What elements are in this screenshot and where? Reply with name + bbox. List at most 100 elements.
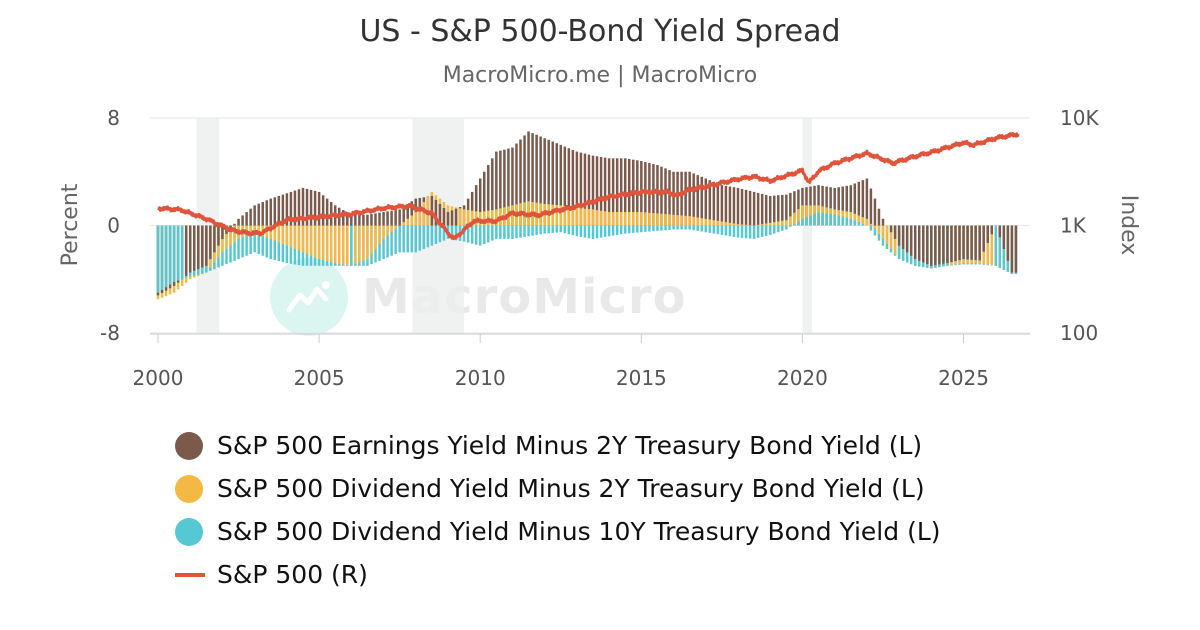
bar-0	[708, 180, 712, 226]
legend-item-earnings-2y[interactable]: S&P 500 Earnings Yield Minus 2Y Treasury…	[175, 424, 941, 467]
bar-2	[491, 225, 494, 241]
bar-0	[563, 146, 567, 226]
bar-1	[764, 223, 768, 226]
bar-2	[777, 225, 780, 233]
bar-0	[184, 225, 188, 276]
bar-0	[217, 225, 220, 246]
bar-1	[309, 225, 313, 256]
bar-1	[277, 225, 281, 243]
bar-2	[511, 225, 514, 239]
bar-2	[422, 225, 426, 250]
bar-0	[241, 215, 244, 226]
bar-0	[652, 164, 655, 226]
bar-0	[575, 151, 579, 226]
bar-2	[478, 225, 482, 246]
bar-0	[692, 173, 695, 226]
bar-0	[358, 214, 361, 226]
bar-2	[551, 225, 554, 233]
bar-0	[313, 190, 317, 226]
bar-2	[350, 225, 353, 266]
bar-1	[603, 211, 607, 226]
bar-0	[591, 155, 595, 226]
bar-1	[680, 215, 683, 226]
bar-0	[946, 225, 949, 264]
bar-1	[269, 225, 273, 239]
bar-1	[325, 225, 329, 262]
bar-2	[579, 225, 583, 237]
bar-0	[942, 225, 945, 264]
bar-0	[394, 210, 397, 226]
bar-1	[281, 225, 285, 244]
bar-2	[837, 215, 840, 226]
bar-0	[740, 188, 744, 226]
bar-1	[418, 207, 422, 226]
y-right-tick-label: 1K	[1060, 214, 1087, 238]
bar-0	[555, 143, 558, 226]
bar-2	[994, 225, 998, 266]
x-tick-label: 2010	[455, 366, 506, 390]
legend-item-dividend-2y[interactable]: S&P 500 Dividend Yield Minus 2Y Treasury…	[175, 467, 941, 510]
bar-1	[632, 212, 635, 226]
legend-item-sp500[interactable]: S&P 500 (R)	[175, 553, 941, 596]
bar-2	[241, 225, 244, 258]
bar-2	[535, 225, 538, 235]
bar-1	[607, 212, 611, 226]
y-right-tick-label: 100	[1060, 321, 1098, 345]
bar-1	[793, 212, 796, 226]
bar-1	[986, 225, 989, 265]
bar-2	[648, 225, 651, 232]
bar-0	[756, 192, 760, 226]
bar-2	[253, 225, 256, 253]
bar-2	[607, 225, 611, 237]
bar-0	[325, 198, 329, 226]
bar-0	[889, 225, 893, 233]
bar-0	[402, 206, 405, 226]
chart-subtitle: MacroMicro.me | MacroMicro	[442, 63, 758, 88]
bar-1	[354, 225, 357, 265]
bar-1	[483, 211, 486, 226]
bar-1	[410, 215, 413, 226]
bar-0	[503, 149, 506, 226]
bar-2	[156, 225, 160, 293]
bar-0	[273, 197, 277, 226]
bar-0	[922, 225, 925, 263]
bar-2	[406, 225, 409, 253]
bar-1	[587, 209, 591, 226]
bar-2	[277, 225, 281, 262]
bar-0	[350, 214, 353, 226]
bar-0	[289, 191, 293, 226]
bar-0	[833, 187, 836, 226]
bar-2	[636, 225, 639, 233]
bar-1	[257, 225, 260, 234]
bar-1	[708, 219, 712, 226]
bar-2	[998, 225, 1002, 268]
bar-1	[579, 208, 583, 226]
bar-2	[587, 225, 591, 239]
bar-1	[346, 225, 349, 266]
bar-2	[575, 225, 579, 237]
bar-0	[281, 194, 285, 226]
bar-0	[668, 170, 671, 226]
bar-0	[897, 225, 901, 246]
bar-2	[688, 225, 691, 230]
bar-1	[491, 210, 494, 226]
bar-2	[261, 225, 264, 256]
bar-2	[233, 225, 236, 261]
bar-2	[615, 225, 619, 235]
bar-2	[426, 225, 430, 248]
bar-1	[289, 225, 293, 248]
bar-1	[724, 222, 728, 226]
bar-2	[543, 225, 546, 234]
bar-2	[382, 225, 385, 260]
bar-2	[712, 225, 716, 234]
bar-2	[672, 225, 675, 230]
legend-item-dividend-10y[interactable]: S&P 500 Dividend Yield Minus 10Y Treasur…	[175, 510, 941, 553]
bar-0	[515, 143, 518, 226]
bar-0	[398, 209, 401, 226]
bar-0	[197, 225, 200, 270]
chart-title: US - S&P 500-Bond Yield Spread	[359, 14, 841, 49]
bar-0	[720, 185, 724, 226]
bar-0	[623, 158, 627, 226]
bar-0	[962, 225, 965, 260]
bar-0	[188, 225, 192, 273]
